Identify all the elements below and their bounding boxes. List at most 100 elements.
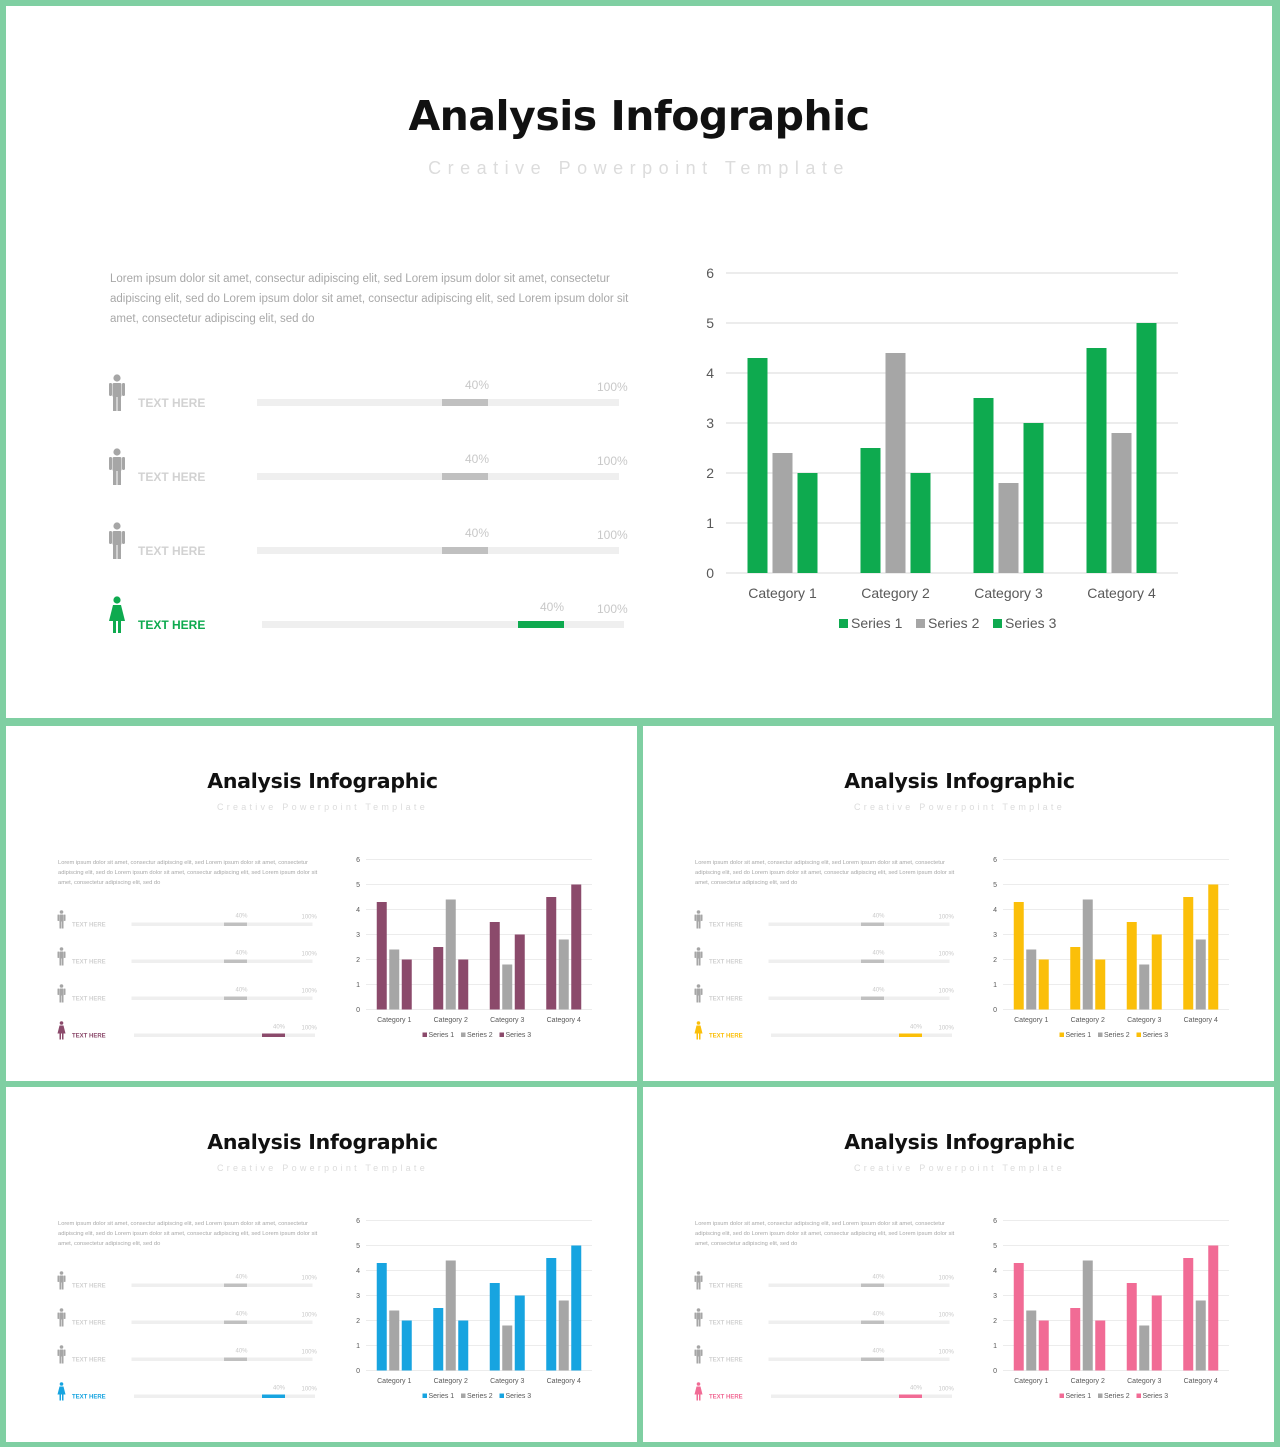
- percent-label: 40%: [235, 912, 248, 919]
- y-tick-label: 3: [356, 1293, 360, 1300]
- male-person-icon: [56, 947, 67, 966]
- progress-row: TEXT HERE 40% 100%: [643, 947, 973, 977]
- row-label: TEXT HERE: [138, 470, 206, 484]
- max-percent-label: 100%: [938, 1274, 954, 1281]
- max-percent-label: 100%: [938, 950, 954, 957]
- male-person-icon: [106, 374, 128, 412]
- slide-main-green: Analysis Infographic Creative Powerpoint …: [6, 6, 1272, 718]
- bar-series-2-category-2: [1082, 1260, 1093, 1371]
- male-person-icon: [106, 448, 128, 486]
- legend-swatch: [1059, 1393, 1064, 1398]
- legend-label: Series 2: [928, 615, 980, 631]
- x-tick-label: Category 1: [377, 1378, 411, 1385]
- bar-series-3-category-1: [401, 959, 412, 1010]
- row-label: TEXT HERE: [138, 618, 206, 632]
- legend-label: Series 2: [467, 1393, 493, 1400]
- legend-swatch: [422, 1393, 427, 1398]
- bar-series-2-category-4: [558, 1300, 569, 1371]
- legend-swatch: [1136, 1393, 1141, 1398]
- row-label: TEXT HERE: [709, 921, 743, 928]
- male-person-icon: [56, 1308, 67, 1327]
- x-tick-label: Category 2: [861, 585, 930, 601]
- male-person-icon: [56, 984, 67, 1003]
- bar-series-1-category-4: [546, 897, 557, 1010]
- y-tick-label: 0: [993, 1368, 997, 1375]
- bar-series-2-category-3: [1139, 964, 1150, 1010]
- max-percent-label: 100%: [301, 1385, 317, 1392]
- x-tick-label: Category 2: [434, 1378, 468, 1385]
- y-tick-label: 3: [356, 932, 360, 939]
- legend-label: Series 3: [506, 1393, 532, 1400]
- slide-thumb-pink: Analysis Infographic Creative Powerpoint …: [643, 1087, 1274, 1442]
- row-label: TEXT HERE: [709, 1319, 743, 1326]
- bar-series-3-category-1: [1038, 959, 1049, 1010]
- y-tick-label: 4: [356, 907, 360, 914]
- female-person-icon: [106, 596, 128, 634]
- progress-track: [131, 1357, 313, 1361]
- bar-series-2-category-3: [1139, 1325, 1150, 1371]
- slide-title: Analysis Infographic: [844, 1130, 1075, 1154]
- percent-label: 40%: [465, 452, 490, 466]
- max-percent-label: 100%: [301, 987, 317, 994]
- y-tick-label: 0: [356, 1368, 360, 1375]
- progress-fill: [224, 959, 247, 963]
- x-tick-label: Category 2: [1071, 1378, 1105, 1385]
- legend-label: Series 3: [506, 1032, 532, 1039]
- bar-series-2-category-2: [1082, 899, 1093, 1010]
- max-percent-label: 100%: [597, 380, 628, 394]
- progress-row: TEXT HERE 40% 100%: [6, 1021, 336, 1051]
- slide-subtitle: Creative Powerpoint Template: [217, 802, 428, 812]
- male-person-icon: [56, 910, 67, 929]
- bar-series-3-category-4: [571, 1245, 582, 1371]
- progress-row: TEXT HERE 40% 100%: [6, 910, 336, 940]
- bar-series-3-category-3: [1151, 934, 1162, 1010]
- row-label: TEXT HERE: [72, 1032, 106, 1039]
- bar-series-1-category-4: [546, 1258, 557, 1371]
- y-tick-label: 1: [356, 1343, 360, 1350]
- slide-thumb-blue: Analysis Infographic Creative Powerpoint …: [6, 1087, 637, 1442]
- progress-row: TEXT HERE 40% 100%: [6, 448, 666, 508]
- progress-fill: [442, 473, 488, 480]
- bar-series-2-category-4: [1195, 939, 1206, 1010]
- y-tick-label: 0: [356, 1007, 360, 1014]
- bar-series-2-category-1: [389, 949, 400, 1010]
- bar-series-1-category-3: [973, 398, 994, 573]
- progress-track: [131, 922, 313, 926]
- y-tick-label: 3: [993, 1293, 997, 1300]
- progress-fill: [262, 1394, 285, 1398]
- slide-title: Analysis Infographic: [844, 769, 1075, 793]
- progress-fill: [861, 1357, 884, 1361]
- progress-row: TEXT HERE 40% 100%: [643, 1382, 973, 1412]
- max-percent-label: 100%: [301, 913, 317, 920]
- bar-series-1-category-1: [376, 1263, 387, 1371]
- progress-track: [262, 621, 624, 628]
- y-tick-label: 5: [706, 315, 714, 331]
- bar-series-3-category-4: [1208, 884, 1219, 1010]
- max-percent-label: 100%: [597, 454, 628, 468]
- y-tick-label: 1: [706, 515, 714, 531]
- bar-series-1-category-2: [433, 1308, 444, 1371]
- male-person-icon: [693, 910, 704, 929]
- y-tick-label: 2: [993, 1318, 997, 1325]
- bar-series-3-category-2: [1095, 1320, 1106, 1371]
- chart-container: 0 1 2 3 4 5 6 Category 1 Category 2 Category 3 Cat…: [342, 849, 602, 1054]
- x-tick-label: Category 2: [1071, 1017, 1105, 1024]
- progress-fill: [861, 959, 884, 963]
- y-tick-label: 1: [993, 982, 997, 989]
- y-tick-label: 6: [993, 1218, 997, 1225]
- bar-chart: 0 1 2 3 4 5 6 Category 1 Category 2 Category 3 Cat…: [356, 1218, 592, 1400]
- bar-chart: 0 1 2 3 4 5 6 Category 1 Category 2 Category 3 Cat…: [993, 1218, 1229, 1400]
- bar-series-2-category-2: [445, 899, 456, 1010]
- progress-fill: [861, 922, 884, 926]
- progress-fill: [899, 1394, 922, 1398]
- bar-series-3-category-2: [910, 473, 931, 573]
- max-percent-label: 100%: [938, 1385, 954, 1392]
- bar-chart: 0 1 2 3 4 5 6 Category 1 Category 2 Category 3 Cat…: [706, 265, 1178, 631]
- y-tick-label: 0: [706, 565, 714, 581]
- max-percent-label: 100%: [938, 913, 954, 920]
- bar-series-3-category-4: [1208, 1245, 1219, 1371]
- legend-label: Series 3: [1143, 1032, 1169, 1039]
- row-label: TEXT HERE: [138, 544, 206, 558]
- y-tick-label: 5: [356, 882, 360, 889]
- progress-track: [771, 1394, 952, 1398]
